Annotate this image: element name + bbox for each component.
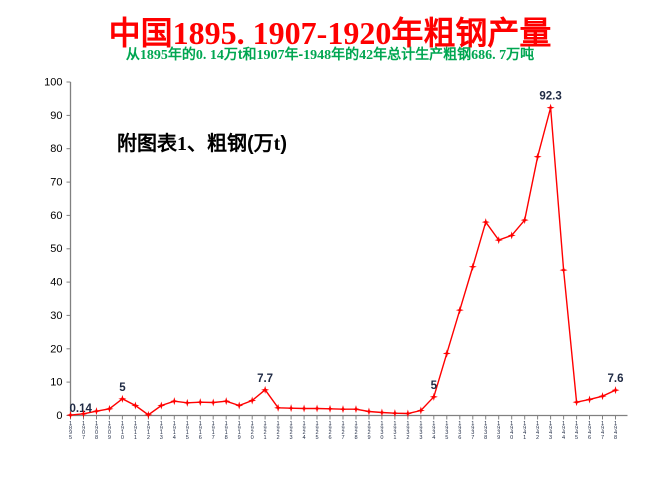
svg-text:1907: 1907 <box>82 421 85 441</box>
svg-text:5: 5 <box>119 382 126 394</box>
svg-text:20: 20 <box>50 343 62 355</box>
svg-text:0.14: 0.14 <box>70 403 93 415</box>
svg-text:90: 90 <box>50 110 62 122</box>
svg-text:70: 70 <box>50 177 62 189</box>
svg-text:0: 0 <box>56 410 62 422</box>
svg-text:1920: 1920 <box>251 421 254 441</box>
svg-text:10: 10 <box>50 377 62 389</box>
svg-text:7.7: 7.7 <box>257 373 273 385</box>
svg-text:40: 40 <box>50 277 62 289</box>
svg-text:50: 50 <box>50 243 62 255</box>
svg-text:60: 60 <box>50 210 62 222</box>
svg-text:92.3: 92.3 <box>539 91 561 103</box>
svg-text:80: 80 <box>50 143 62 155</box>
svg-text:1948: 1948 <box>614 421 617 441</box>
svg-text:30: 30 <box>50 310 62 322</box>
svg-text:5: 5 <box>431 380 438 392</box>
svg-text:100: 100 <box>44 77 62 89</box>
svg-text:7.6: 7.6 <box>608 373 624 385</box>
svg-text:1895: 1895 <box>69 421 72 441</box>
